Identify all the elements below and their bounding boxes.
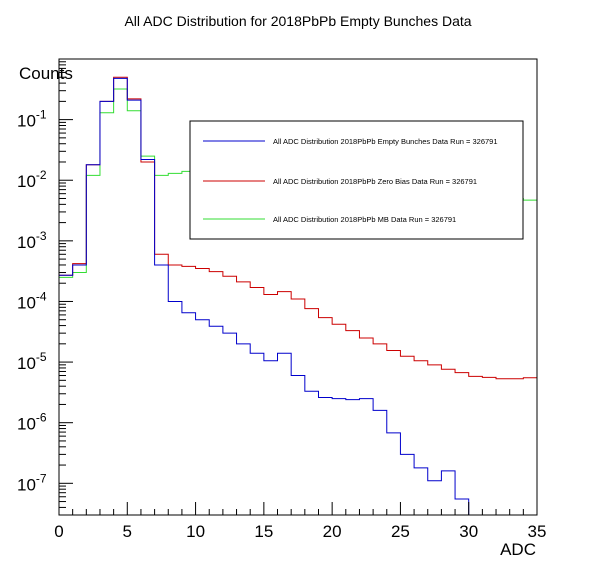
- x-tick-label: 35: [528, 522, 547, 541]
- y-tick-label: 10-6: [17, 411, 47, 434]
- chart-title: All ADC Distribution for 2018PbPb Empty …: [124, 13, 471, 29]
- x-axis-label: ADC: [500, 540, 536, 559]
- x-tick-label: 5: [123, 522, 132, 541]
- x-tick-label: 0: [54, 522, 63, 541]
- y-tick-label: 10-3: [17, 229, 47, 252]
- x-tick-label: 25: [391, 522, 410, 541]
- x-tick-label: 30: [459, 522, 478, 541]
- y-tick-label: 10-7: [17, 471, 47, 494]
- legend-label-3: All ADC Distribution 2018PbPb MB Data Ru…: [273, 215, 456, 224]
- legend-label-1: All ADC Distribution 2018PbPb Empty Bunc…: [273, 137, 498, 146]
- x-tick-label: 15: [254, 522, 273, 541]
- y-tick-label: 10-1: [17, 108, 47, 131]
- x-tick-label: 10: [186, 522, 205, 541]
- legend: All ADC Distribution 2018PbPb Empty Bunc…: [190, 121, 523, 239]
- y-axis-label: Counts: [19, 64, 73, 83]
- x-tick-label: 20: [323, 522, 342, 541]
- y-tick-label: 10-2: [17, 168, 47, 191]
- y-tick-label: 10-5: [17, 350, 47, 373]
- legend-label-2: All ADC Distribution 2018PbPb Zero Bias …: [273, 177, 477, 186]
- y-tick-label: 10-4: [17, 289, 47, 312]
